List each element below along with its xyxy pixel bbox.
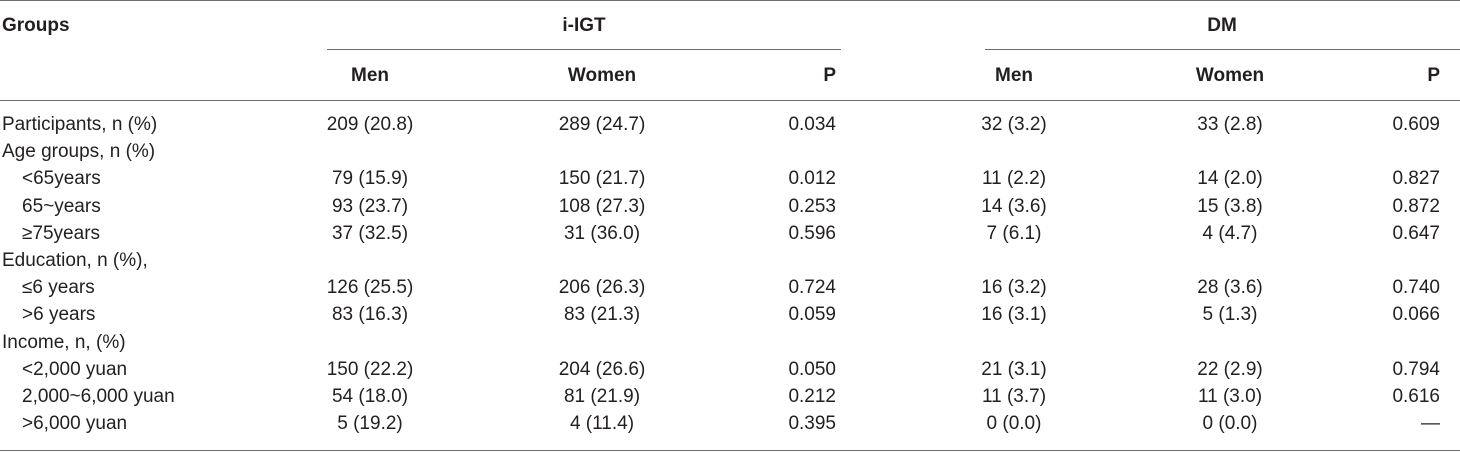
table-cell: 81 (21.9) bbox=[563, 386, 641, 407]
table-cell: 11 (2.2) bbox=[981, 168, 1047, 189]
table-cell: 7 (6.1) bbox=[986, 223, 1042, 244]
table-cell: 32 (3.2) bbox=[981, 114, 1047, 135]
row-label: ≤6 years bbox=[22, 277, 95, 298]
table-cell: 16 (3.1) bbox=[981, 304, 1047, 325]
table-cell: 93 (23.7) bbox=[331, 196, 409, 217]
table-cell: 0.647 bbox=[1392, 223, 1440, 244]
table-cell: — bbox=[1421, 413, 1440, 434]
row-label: Education, n (%), bbox=[2, 250, 148, 271]
table-cell: 16 (3.2) bbox=[981, 277, 1047, 298]
table-cell: 0.827 bbox=[1392, 168, 1440, 189]
table-cell: 4 (11.4) bbox=[569, 413, 635, 434]
row-label: ≥75years bbox=[22, 223, 101, 244]
row-label: Participants, n (%) bbox=[2, 114, 158, 135]
table-cell: 209 (20.8) bbox=[326, 114, 414, 135]
table-cell: 21 (3.1) bbox=[981, 359, 1047, 380]
row-label: 65~years bbox=[22, 196, 101, 217]
table-cell: 0.395 bbox=[788, 413, 836, 434]
table-cell: 11 (3.7) bbox=[981, 386, 1047, 407]
col-header-dm-women: Women bbox=[1195, 65, 1265, 86]
table-cell: 5 (19.2) bbox=[337, 413, 403, 434]
table-cell: 11 (3.0) bbox=[1197, 386, 1263, 407]
groups-header: Groups bbox=[2, 15, 70, 36]
table-cell: 0.724 bbox=[788, 277, 836, 298]
table-cell: 204 (26.6) bbox=[558, 359, 646, 380]
table-cell: 0 (0.0) bbox=[1202, 413, 1258, 434]
table-cell: 0.616 bbox=[1392, 386, 1440, 407]
table-cell: 15 (3.8) bbox=[1197, 196, 1263, 217]
table-cell: 0.872 bbox=[1392, 196, 1440, 217]
table-cell: 0.212 bbox=[788, 386, 836, 407]
col-header-iigt-men: Men bbox=[351, 65, 389, 86]
table-cell: 31 (36.0) bbox=[563, 223, 641, 244]
table-cell: 0.794 bbox=[1392, 359, 1440, 380]
table-cell: 150 (21.7) bbox=[558, 168, 646, 189]
table-cell: 28 (3.6) bbox=[1197, 277, 1263, 298]
row-label: <65years bbox=[22, 168, 101, 189]
table-cell: 83 (21.3) bbox=[563, 304, 641, 325]
row-label: >6 years bbox=[22, 304, 96, 325]
table-cell: 79 (15.9) bbox=[331, 168, 409, 189]
table-cell: 4 (4.7) bbox=[1202, 223, 1258, 244]
table-cell: 150 (22.2) bbox=[326, 359, 414, 380]
table-cell: 126 (25.5) bbox=[326, 277, 414, 298]
row-label: Income, n, (%) bbox=[2, 332, 126, 353]
table-cell: 14 (2.0) bbox=[1197, 168, 1263, 189]
row-label: Age groups, n (%) bbox=[2, 141, 156, 162]
table-cell: 108 (27.3) bbox=[558, 196, 646, 217]
iigt-group-header: i-IGT bbox=[562, 15, 606, 36]
table-cell: 0.740 bbox=[1392, 277, 1440, 298]
table-cell: 0 (0.0) bbox=[986, 413, 1042, 434]
table-cell: 289 (24.7) bbox=[558, 114, 646, 135]
col-header-iigt-p: P bbox=[823, 65, 836, 86]
table-cell: 37 (32.5) bbox=[331, 223, 409, 244]
row-label: >6,000 yuan bbox=[22, 413, 128, 434]
table-cell: 0.034 bbox=[788, 114, 836, 135]
table-cell: 0.050 bbox=[788, 359, 836, 380]
table-cell: 5 (1.3) bbox=[1202, 304, 1258, 325]
table-cell: 0.609 bbox=[1392, 114, 1440, 135]
table-cell: 0.066 bbox=[1392, 304, 1440, 325]
table-cell: 33 (2.8) bbox=[1197, 114, 1263, 135]
dm-group-header: DM bbox=[1207, 15, 1237, 36]
iigt-group-rule bbox=[327, 49, 841, 50]
row-label: 2,000~6,000 yuan bbox=[22, 386, 175, 407]
dm-group-rule bbox=[985, 49, 1460, 50]
table-cell: 22 (2.9) bbox=[1197, 359, 1263, 380]
col-header-dm-men: Men bbox=[995, 65, 1033, 86]
table-cell: 0.059 bbox=[788, 304, 836, 325]
table-cell: 0.253 bbox=[788, 196, 836, 217]
header-bottom-rule bbox=[0, 100, 1460, 101]
bottom-rule bbox=[0, 450, 1460, 451]
col-header-iigt-women: Women bbox=[567, 65, 637, 86]
table-cell: 0.596 bbox=[788, 223, 836, 244]
top-rule bbox=[0, 0, 1460, 1]
table-cell: 83 (16.3) bbox=[331, 304, 409, 325]
table-cell: 0.012 bbox=[788, 168, 836, 189]
col-header-dm-p: P bbox=[1427, 65, 1440, 86]
table-cell: 54 (18.0) bbox=[331, 386, 409, 407]
row-label: <2,000 yuan bbox=[22, 359, 128, 380]
table-cell: 206 (26.3) bbox=[558, 277, 646, 298]
table-cell: 14 (3.6) bbox=[981, 196, 1047, 217]
